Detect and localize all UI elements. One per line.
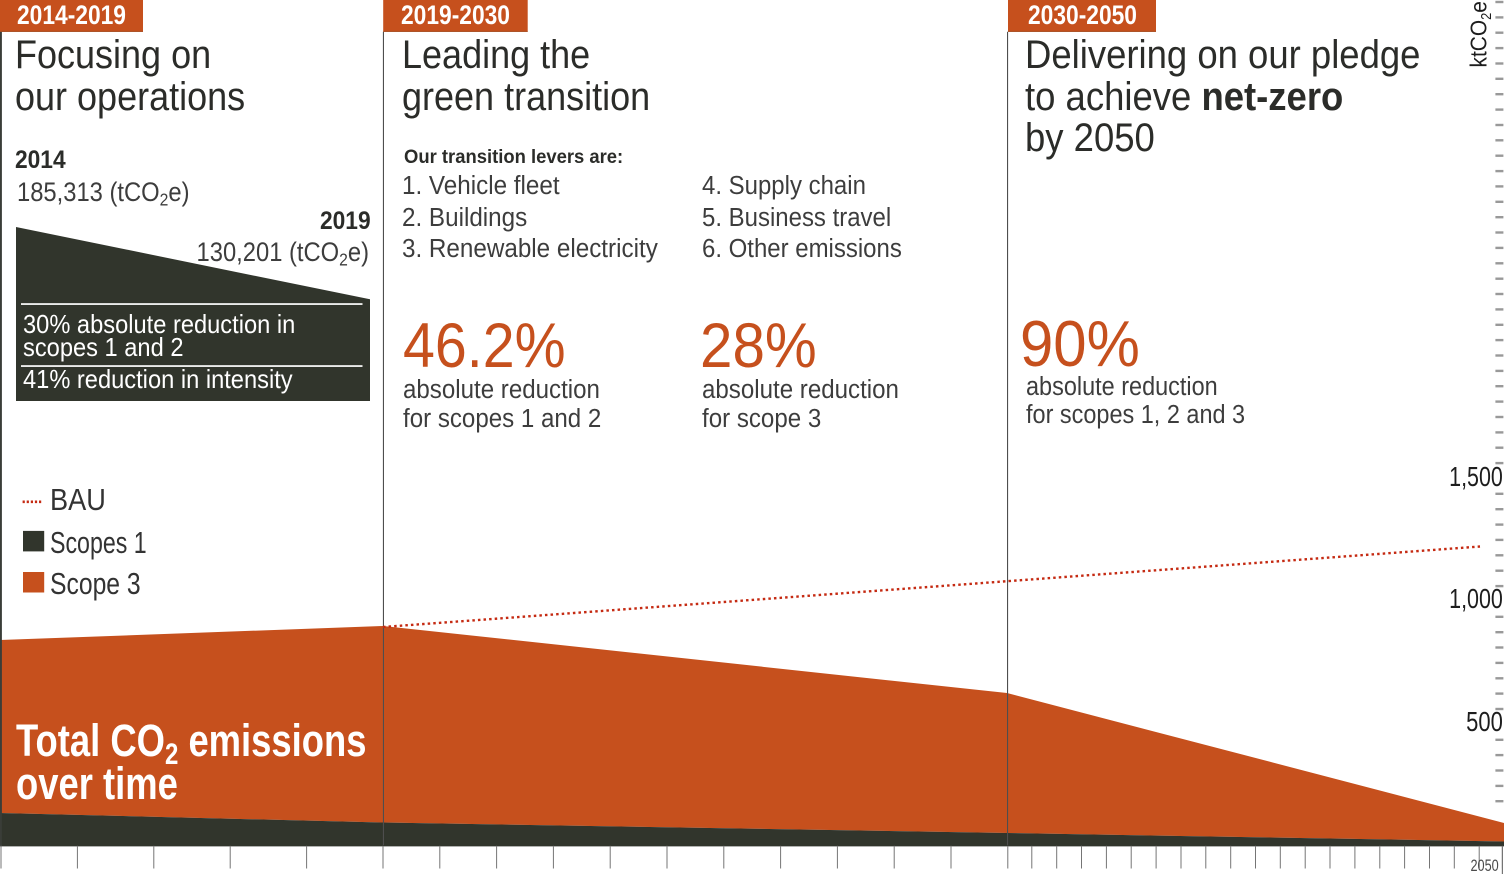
svg-text:ktCO2e: ktCO2e [1465, 1, 1494, 67]
